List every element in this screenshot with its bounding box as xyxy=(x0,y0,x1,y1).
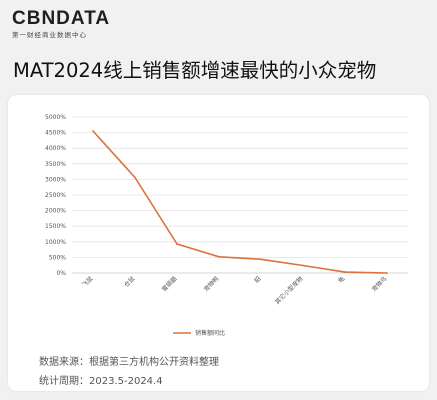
brand-logo: CBNDATA 第一财经商业数据中心 xyxy=(12,8,110,39)
y-tick-label: 4000% xyxy=(45,145,66,152)
x-tick-label: 飞鼠 xyxy=(80,275,94,289)
y-tick-label: 3500% xyxy=(45,161,66,168)
data-point xyxy=(92,130,94,132)
data-point xyxy=(218,255,220,258)
statistic-period-note: 统计周期：2023.5-2024.4 xyxy=(39,376,163,387)
y-tick-label: 5000% xyxy=(45,114,66,121)
logo-subtitle: 第一财经商业数据中心 xyxy=(12,31,87,39)
data-point xyxy=(260,258,262,261)
y-tick-label: 500% xyxy=(49,254,66,261)
y-tick-label: 1500% xyxy=(45,223,66,230)
data-source-note: 数据来源：根据第三方机构公开资料整理 xyxy=(39,357,219,368)
x-tick-label: 貂 xyxy=(253,275,263,285)
y-tick-label: 1000% xyxy=(45,239,66,246)
y-tick-label: 2500% xyxy=(45,192,66,199)
line-chart: 0% 500% 1000% 1500% 2000% 2500% 3000% 3500% 4000… xyxy=(45,114,408,337)
legend-label: 销售额同比 xyxy=(195,329,225,337)
logo-text: CBNDATA xyxy=(12,8,111,29)
y-tick-label: 4500% xyxy=(45,130,66,137)
x-tick-label: 蜜袋鼯 xyxy=(160,275,178,293)
page-title: MAT2024线上销售额增速最快的小众宠物 xyxy=(13,59,377,82)
x-tick-label: 仓鼠 xyxy=(122,275,136,289)
x-tick-label: 龟 xyxy=(337,275,347,285)
y-tick-label: 2000% xyxy=(45,208,66,215)
data-point xyxy=(386,272,388,274)
data-point xyxy=(176,243,178,245)
series-line xyxy=(92,130,388,274)
y-tick-label: 3000% xyxy=(45,176,66,183)
x-tick-label: 宠物鸭 xyxy=(202,275,220,293)
chart-card: 0% 500% 1000% 1500% 2000% 2500% 3000% 3500% 4000… xyxy=(8,95,429,391)
data-point xyxy=(344,271,346,273)
y-tick-label: 0% xyxy=(56,270,66,277)
data-point xyxy=(134,176,136,179)
x-tick-label: 其它小型宠物 xyxy=(273,275,304,306)
x-tick-label: 宠物鸟 xyxy=(370,275,388,293)
data-point xyxy=(302,264,304,267)
